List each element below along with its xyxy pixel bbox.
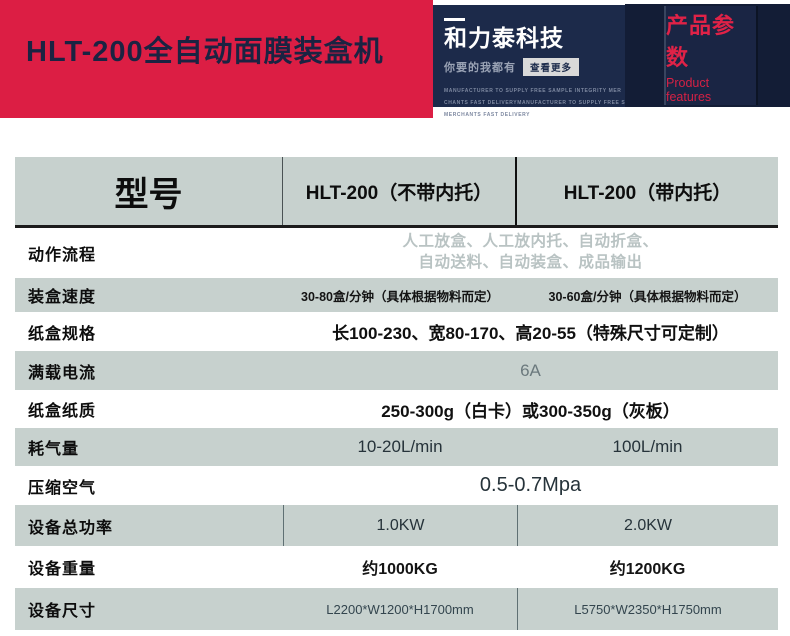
row-value: 250-300g（白卡）或300-350g（灰板） <box>381 401 680 421</box>
row-value: 长100-230、宽80-170、高20-55（特殊尺寸可定制） <box>332 324 729 343</box>
table-row: 纸盒纸质 250-300g（白卡）或300-350g（灰板） <box>15 390 778 428</box>
row-value-no-tray: 1.0KW <box>283 505 517 546</box>
badge-panel: 产品参数 Product features <box>625 4 790 107</box>
see-more-button[interactable]: 查看更多 <box>523 58 580 77</box>
row-value-line: 人工放盒、人工放内托、自动折盒、 <box>402 233 659 251</box>
row-value-no-tray: L2200*W1200*H1700mm <box>326 601 474 617</box>
fineprint-line: CHANTS FAST DELIVERYMANUFACTURER TO SUPP… <box>444 100 676 107</box>
row-value-no-tray: 10-20L/min <box>357 437 443 456</box>
brand-fineprint: MANUFACTURER TO SUPPLY FREE SAMPLE INTEG… <box>444 85 676 121</box>
table-row: 设备尺寸 L2200*W1200*H1700mm L5750*W2350*H17… <box>15 588 778 630</box>
fineprint-line: MANUFACTURER TO SUPPLY FREE SAMPLE INTEG… <box>444 88 622 95</box>
row-label: 设备重量 <box>28 561 97 578</box>
header-col-no-tray: HLT-200（不带内托） <box>283 157 517 225</box>
fineprint-line: MERCHANTS FAST DELIVERY <box>444 112 531 119</box>
table-row: 耗气量 10-20L/min 100L/min <box>15 428 778 466</box>
row-value-line: 自动送料、自动装盒、成品输出 <box>418 254 643 271</box>
row-label: 纸盒规格 <box>28 325 97 343</box>
table-row: 设备总功率 1.0KW 2.0KW <box>15 505 778 546</box>
row-value-with-tray: 约1200KG <box>609 561 686 578</box>
row-label: 设备总功率 <box>28 519 114 537</box>
row-label: 装盒速度 <box>28 289 97 306</box>
spec-table: 型号 HLT-200（不带内托） HLT-200（带内托） 动作流程 人工放盒、… <box>15 157 778 630</box>
row-value-with-tray: 30-60盒/分钟（具体根据物料而定） <box>548 289 747 304</box>
row-label: 压缩空气 <box>28 479 97 497</box>
row-label: 纸盒纸质 <box>28 403 97 420</box>
row-label: 设备尺寸 <box>28 603 97 620</box>
brand-tagline: 你要的我都有 <box>444 62 516 75</box>
table-header-row: 型号 HLT-200（不带内托） HLT-200（带内托） <box>15 157 778 228</box>
table-row: 纸盒规格 长100-230、宽80-170、高20-55（特殊尺寸可定制） <box>15 312 778 351</box>
dash-decoration <box>444 18 465 21</box>
banner-red-block: HLT-200全自动面膜装盒机 <box>0 0 433 118</box>
row-value-no-tray: 约1000KG <box>362 561 438 578</box>
row-value-with-tray: 100L/min <box>612 437 683 456</box>
brand-panel: 和力泰科技 你要的我都有 查看更多 MANUFACTURER TO SUPPLY… <box>433 5 675 118</box>
badge-subtitle: Product features <box>666 75 712 104</box>
header-col-with-tray: HLT-200（带内托） <box>563 182 732 204</box>
table-row: 动作流程 人工放盒、人工放内托、自动折盒、 自动送料、自动装盒、成品输出 <box>15 228 778 278</box>
row-label: 动作流程 <box>28 247 97 264</box>
brand-name: 和力泰科技 <box>444 25 564 51</box>
row-value-no-tray: 30-80盒/分钟（具体根据物料而定） <box>301 289 499 304</box>
header-model-label: 型号 <box>15 157 283 225</box>
row-value: 0.5-0.7Mpa <box>479 474 582 496</box>
table-row: 装盒速度 30-80盒/分钟（具体根据物料而定） 30-60盒/分钟（具体根据物… <box>15 278 778 312</box>
row-label: 耗气量 <box>28 441 80 458</box>
table-row: 压缩空气 0.5-0.7Mpa <box>15 466 778 505</box>
table-row: 满载电流 6A <box>15 351 778 390</box>
product-features-badge: 产品参数 Product features <box>664 6 758 105</box>
table-row: 设备重量 约1000KG 约1200KG <box>15 546 778 588</box>
badge-title: 产品参数 <box>666 12 736 70</box>
row-value-with-tray: 2.0KW <box>517 505 778 546</box>
page-title: HLT-200全自动面膜装盒机 <box>26 36 384 68</box>
row-value-with-tray: L5750*W2350*H1750mm <box>517 588 778 630</box>
row-label: 满载电流 <box>28 364 97 382</box>
row-value: 6A <box>520 360 541 380</box>
row-value: 人工放盒、人工放内托、自动折盒、 自动送料、自动装盒、成品输出 <box>283 228 778 278</box>
